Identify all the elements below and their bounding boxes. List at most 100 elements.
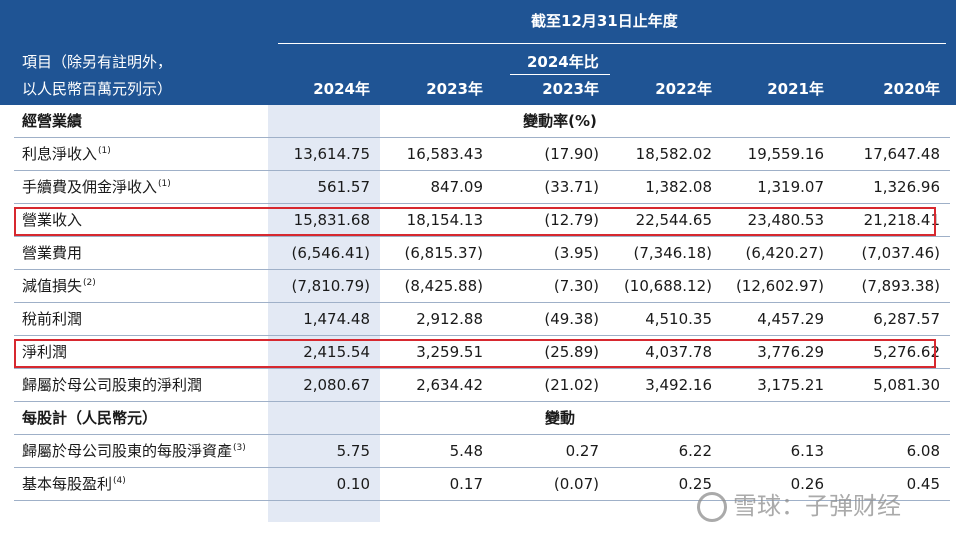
table-header: 截至12月31日止年度 項目（除另有註明外， 以人民幣百萬元列示） 2024年比… [0,0,956,105]
table-cell: 5,081.30 [873,376,940,394]
row-label-text: 淨利潤 [22,343,68,361]
table-row: 營業收入 15,831.68 18,154.13 (12.79) 22,544.65 23… [0,204,956,237]
row-label: 歸屬於母公司股東的淨利潤 [22,369,202,402]
table-cell: 0.10 [336,475,370,493]
section-change-header: 變動率(%) [523,112,597,130]
table-row: 減值損失(2) (7,810.79) (8,425.88) (7.30) (10,688… [0,270,956,303]
table-cell: 2,634.42 [416,376,483,394]
table-cell: 4,457.29 [757,310,824,328]
table-cell: (7.30) [553,277,599,295]
row-note: (1) [98,146,111,156]
table-cell: (10,688.12) [623,277,712,295]
table-row: 基本每股盈利(4) 0.10 0.17 (0.07) 0.25 0.26 0.45 [0,468,956,501]
row-label: 淨利潤 [22,336,67,369]
row-label: 減值損失(2) [22,270,96,303]
highlight-box [14,207,936,236]
table-cell: 0.17 [449,475,483,493]
table-cell: 5.75 [336,442,370,460]
table-cell: (7,346.18) [633,244,712,262]
table-cell: (12.79) [544,211,599,229]
table-cell: 4,037.78 [645,343,712,361]
watermark: 雪球：子弹财经 [697,486,947,526]
row-divider [14,170,950,171]
table-cell: 3,776.29 [757,343,824,361]
table-cell: (6,815.37) [404,244,483,262]
table-cell: 5.48 [449,442,483,460]
table-row: 歸屬於母公司股東的每股淨資產(3) 5.75 5.48 0.27 6.22 6.13 6.0… [0,435,956,468]
table-cell: 0.25 [678,475,712,493]
year-header-2022: 2022年 [655,80,712,98]
table-cell: (7,810.79) [291,277,370,295]
row-label: 營業費用 [22,237,82,270]
section-change-header: 變動 [544,409,575,427]
table-row: 稅前利潤 1,474.48 2,912.88 (49.38) 4,510.35 4,457… [0,303,956,336]
table-cell: (6,546.41) [291,244,370,262]
row-divider [14,137,950,138]
row-label-text: 減值損失 [22,277,83,295]
table-row: 利息淨收入(1) 13,614.75 16,583.43 (17.90) 18,582.… [0,138,956,171]
row-label-text: 手續費及佣金淨收入 [22,178,158,196]
row-label: 稅前利潤 [22,303,82,336]
section-title: 經營業績 [22,112,83,130]
table-row: 歸屬於母公司股東的淨利潤 2,080.67 2,634.42 (21.02) 3,492… [0,369,956,402]
table-cell: 0.26 [790,475,824,493]
table-cell: (0.07) [553,475,599,493]
row-label: 歸屬於母公司股東的每股淨資產(3) [22,435,246,468]
table-cell: 16,583.43 [406,145,483,163]
table-cell: 22,544.65 [635,211,712,229]
row-label-text: 營業費用 [22,244,83,262]
table-cell: 3,259.51 [416,343,483,361]
table-cell: (49.38) [544,310,599,328]
table-cell: 561.57 [317,178,371,196]
table-cell: 1,326.96 [873,178,940,196]
row-label-text: 營業收入 [22,211,83,229]
row-divider [14,203,950,204]
row-note: (1) [158,179,171,189]
table-cell: 1,474.48 [303,310,370,328]
period-title: 截至12月31日止年度 [531,12,678,30]
table-row: 手續費及佣金淨收入(1) 561.57 847.09 (33.71) 1,382.08 1… [0,171,956,204]
row-label: 利息淨收入(1) [22,138,111,171]
table-cell: 6,287.57 [873,310,940,328]
section-header-row: 經營業績 變動率(%) [0,105,956,138]
table-cell: (8,425.88) [404,277,483,295]
row-divider [14,269,950,270]
row-note: (4) [113,476,126,486]
table-cell: 17,647.48 [863,145,940,163]
row-divider [14,368,950,369]
watermark-text: 雪球：子弹财经 [733,492,901,520]
table-cell: 15,831.68 [293,211,370,229]
year-header-2020: 2020年 [883,80,940,98]
table-cell: (12,602.97) [735,277,824,295]
row-note: (2) [83,278,96,288]
row-divider [14,467,950,468]
table-cell: (17.90) [544,145,599,163]
row-divider [14,500,950,501]
table-cell: 6.13 [790,442,824,460]
row-divider [14,401,950,402]
table-cell: 6.08 [906,442,940,460]
year-header-2023: 2023年 [426,80,483,98]
table-cell: 19,559.16 [747,145,824,163]
table-cell: 2,912.88 [416,310,483,328]
table-cell: 3,175.21 [757,376,824,394]
table-cell: 2,080.67 [303,376,370,394]
row-label: 營業收入 [22,204,82,237]
table-cell: 6.22 [678,442,712,460]
row-label: 基本每股盈利(4) [22,468,126,501]
year-header-change: 2023年 [542,80,599,98]
current-year-column-shade [268,105,380,522]
table-cell: 3,492.16 [645,376,712,394]
item-label-line1: 項目（除另有註明外， [22,53,173,71]
section-title: 每股計（人民幣元） [22,409,158,427]
row-label-text: 利息淨收入 [22,145,98,163]
table-row: 營業費用 (6,546.41) (6,815.37) (3.95) (7,346.18)… [0,237,956,270]
row-note: (3) [233,443,246,453]
row-divider [14,335,950,336]
table-cell: 0.27 [565,442,599,460]
highlight-box [14,339,936,368]
header-divider [278,43,946,44]
row-divider [14,302,950,303]
table-cell: 2,415.54 [303,343,370,361]
table-cell: (6,420.27) [745,244,824,262]
